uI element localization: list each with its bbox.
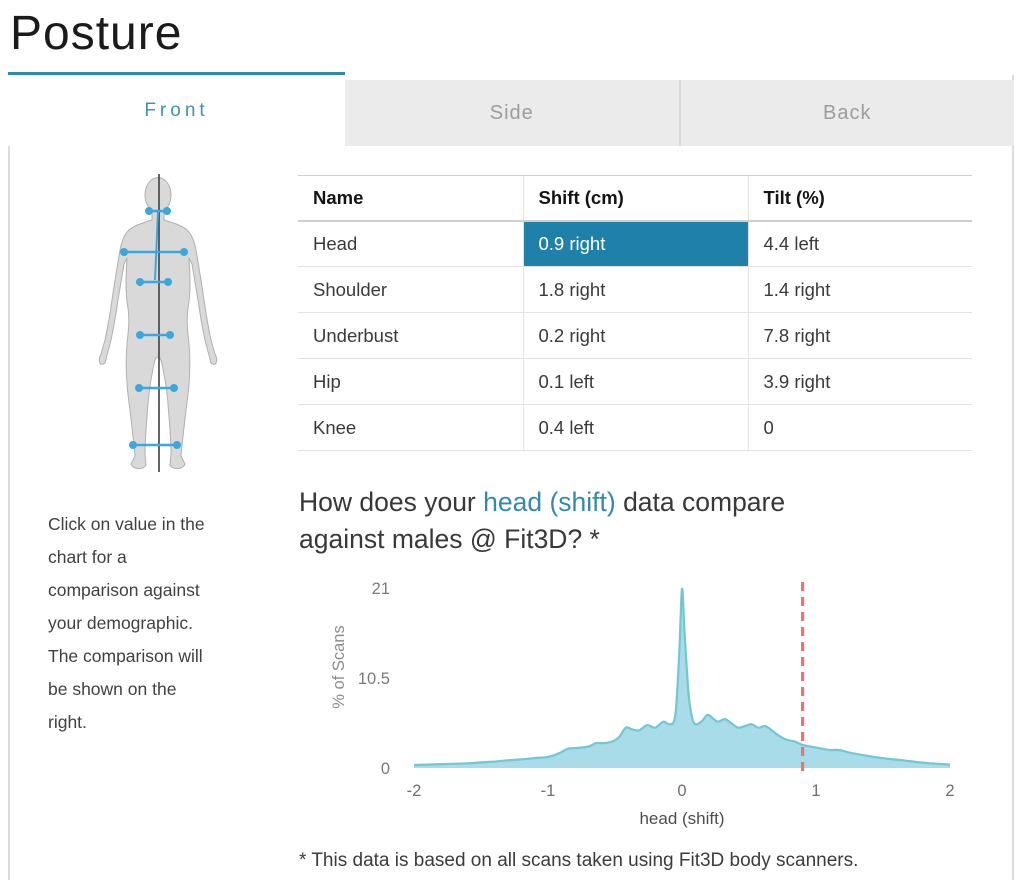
- heading-metric-link: head (shift): [483, 487, 616, 517]
- ankle-marker-right: [173, 441, 181, 449]
- x-tick-label: -2: [407, 782, 422, 800]
- hip-marker-right: [166, 331, 174, 339]
- cell-shoulder-name: Shoulder: [298, 266, 523, 313]
- x-axis-title: head (shift): [639, 809, 724, 828]
- cell-head-name: Head: [298, 220, 523, 267]
- comparison-heading: How does your head (shift) data compare …: [299, 484, 864, 558]
- ankle-marker-left: [129, 441, 137, 449]
- tab-front[interactable]: Front: [8, 72, 345, 146]
- cell-hip-shift[interactable]: 0.1 left: [522, 358, 748, 405]
- underbust-marker-left: [136, 278, 144, 286]
- y-axis-title: % of Scans: [330, 625, 348, 708]
- column-header-tilt: Tilt (%): [747, 175, 972, 222]
- underbust-marker-right: [164, 278, 172, 286]
- cell-underbust-name: Underbust: [298, 312, 523, 359]
- page-title: Posture: [10, 7, 183, 60]
- instruction-line: The comparison will: [48, 646, 203, 666]
- x-tick-label: -1: [541, 782, 556, 800]
- tab-front-label: Front: [144, 99, 209, 121]
- instruction-line: comparison against: [48, 580, 200, 600]
- distribution-chart[interactable]: 0 10.5 21 -2 -1 0 1 2 % of Scans head (shift): [300, 572, 1012, 834]
- instruction-line: Click on value in the: [48, 514, 205, 534]
- knee-marker-left: [135, 384, 143, 392]
- footnote-text: * This data is based on all scans taken …: [299, 850, 859, 871]
- body-model-svg: [98, 174, 218, 472]
- cell-hip-name: Hip: [298, 358, 523, 405]
- tab-side[interactable]: Side: [345, 80, 679, 146]
- distribution-chart-svg[interactable]: 0 10.5 21 -2 -1 0 1 2 % of Scans head (shift): [300, 572, 1012, 834]
- instruction-line: be shown on the: [48, 679, 177, 699]
- y-tick-label: 10.5: [358, 670, 390, 688]
- density-area[interactable]: [414, 588, 950, 768]
- table-header-row: Name Shift (cm) Tilt (%): [298, 175, 972, 222]
- table-row-knee: Knee 0.4 left 0: [298, 404, 972, 451]
- cell-hip-tilt[interactable]: 3.9 right: [747, 358, 972, 405]
- instruction-line: your demographic.: [48, 613, 193, 633]
- table-row-hip: Hip 0.1 left 3.9 right: [298, 358, 972, 405]
- cell-underbust-shift[interactable]: 0.2 right: [522, 312, 748, 359]
- cell-shoulder-shift[interactable]: 1.8 right: [522, 266, 748, 313]
- heading-prefix: How does your: [299, 487, 484, 517]
- y-tick-label: 21: [372, 580, 390, 598]
- cell-knee-shift[interactable]: 0.4 left: [522, 404, 748, 451]
- posture-markers: [120, 207, 188, 449]
- tab-side-label: Side: [489, 101, 534, 124]
- column-header-name: Name: [298, 175, 523, 222]
- instruction-line: chart for a: [48, 547, 127, 567]
- body-model-figure: [82, 168, 238, 474]
- table-row-head: Head 0.9 right 4.4 left: [298, 220, 972, 267]
- shoulder-marker-right: [180, 248, 188, 256]
- cell-knee-name: Knee: [298, 404, 523, 451]
- y-tick-label: 0: [381, 760, 390, 778]
- x-tick-label: 1: [811, 782, 820, 800]
- head-axis-line: [154, 211, 159, 281]
- heading-suffix: data compare against males @ Fit3D? *: [299, 487, 786, 554]
- eye-marker-right: [163, 207, 171, 215]
- hip-marker-left: [136, 331, 144, 339]
- x-tick-label: 2: [945, 782, 954, 800]
- cell-head-shift[interactable]: 0.9 right: [522, 220, 748, 267]
- table-row-shoulder: Shoulder 1.8 right 1.4 right: [298, 266, 972, 313]
- eye-marker-left: [145, 207, 153, 215]
- instruction-line: right.: [48, 712, 87, 732]
- cell-shoulder-tilt[interactable]: 1.4 right: [747, 266, 972, 313]
- view-tabs: Front Side Back: [8, 72, 1014, 146]
- cell-head-tilt[interactable]: 4.4 left: [747, 220, 972, 267]
- tab-back-label: Back: [823, 101, 872, 124]
- cell-knee-tilt[interactable]: 0: [747, 404, 972, 451]
- column-header-shift: Shift (cm): [522, 175, 748, 222]
- x-tick-label: 0: [677, 782, 686, 800]
- density-curve: [413, 587, 951, 767]
- posture-table: Name Shift (cm) Tilt (%) Head 0.9 right 4.…: [298, 175, 972, 451]
- body-silhouette: [98, 177, 218, 470]
- table-row-underbust: Underbust 0.2 right 7.8 right: [298, 312, 972, 359]
- instruction-text: Click on value in the chart for a comparis…: [48, 508, 270, 739]
- cell-underbust-tilt[interactable]: 7.8 right: [747, 312, 972, 359]
- posture-table-body: Head 0.9 right 4.4 left Shoulder 1.8 right 1.…: [298, 220, 972, 451]
- knee-marker-right: [170, 384, 178, 392]
- shoulder-marker-left: [120, 248, 128, 256]
- tab-back[interactable]: Back: [678, 80, 1014, 146]
